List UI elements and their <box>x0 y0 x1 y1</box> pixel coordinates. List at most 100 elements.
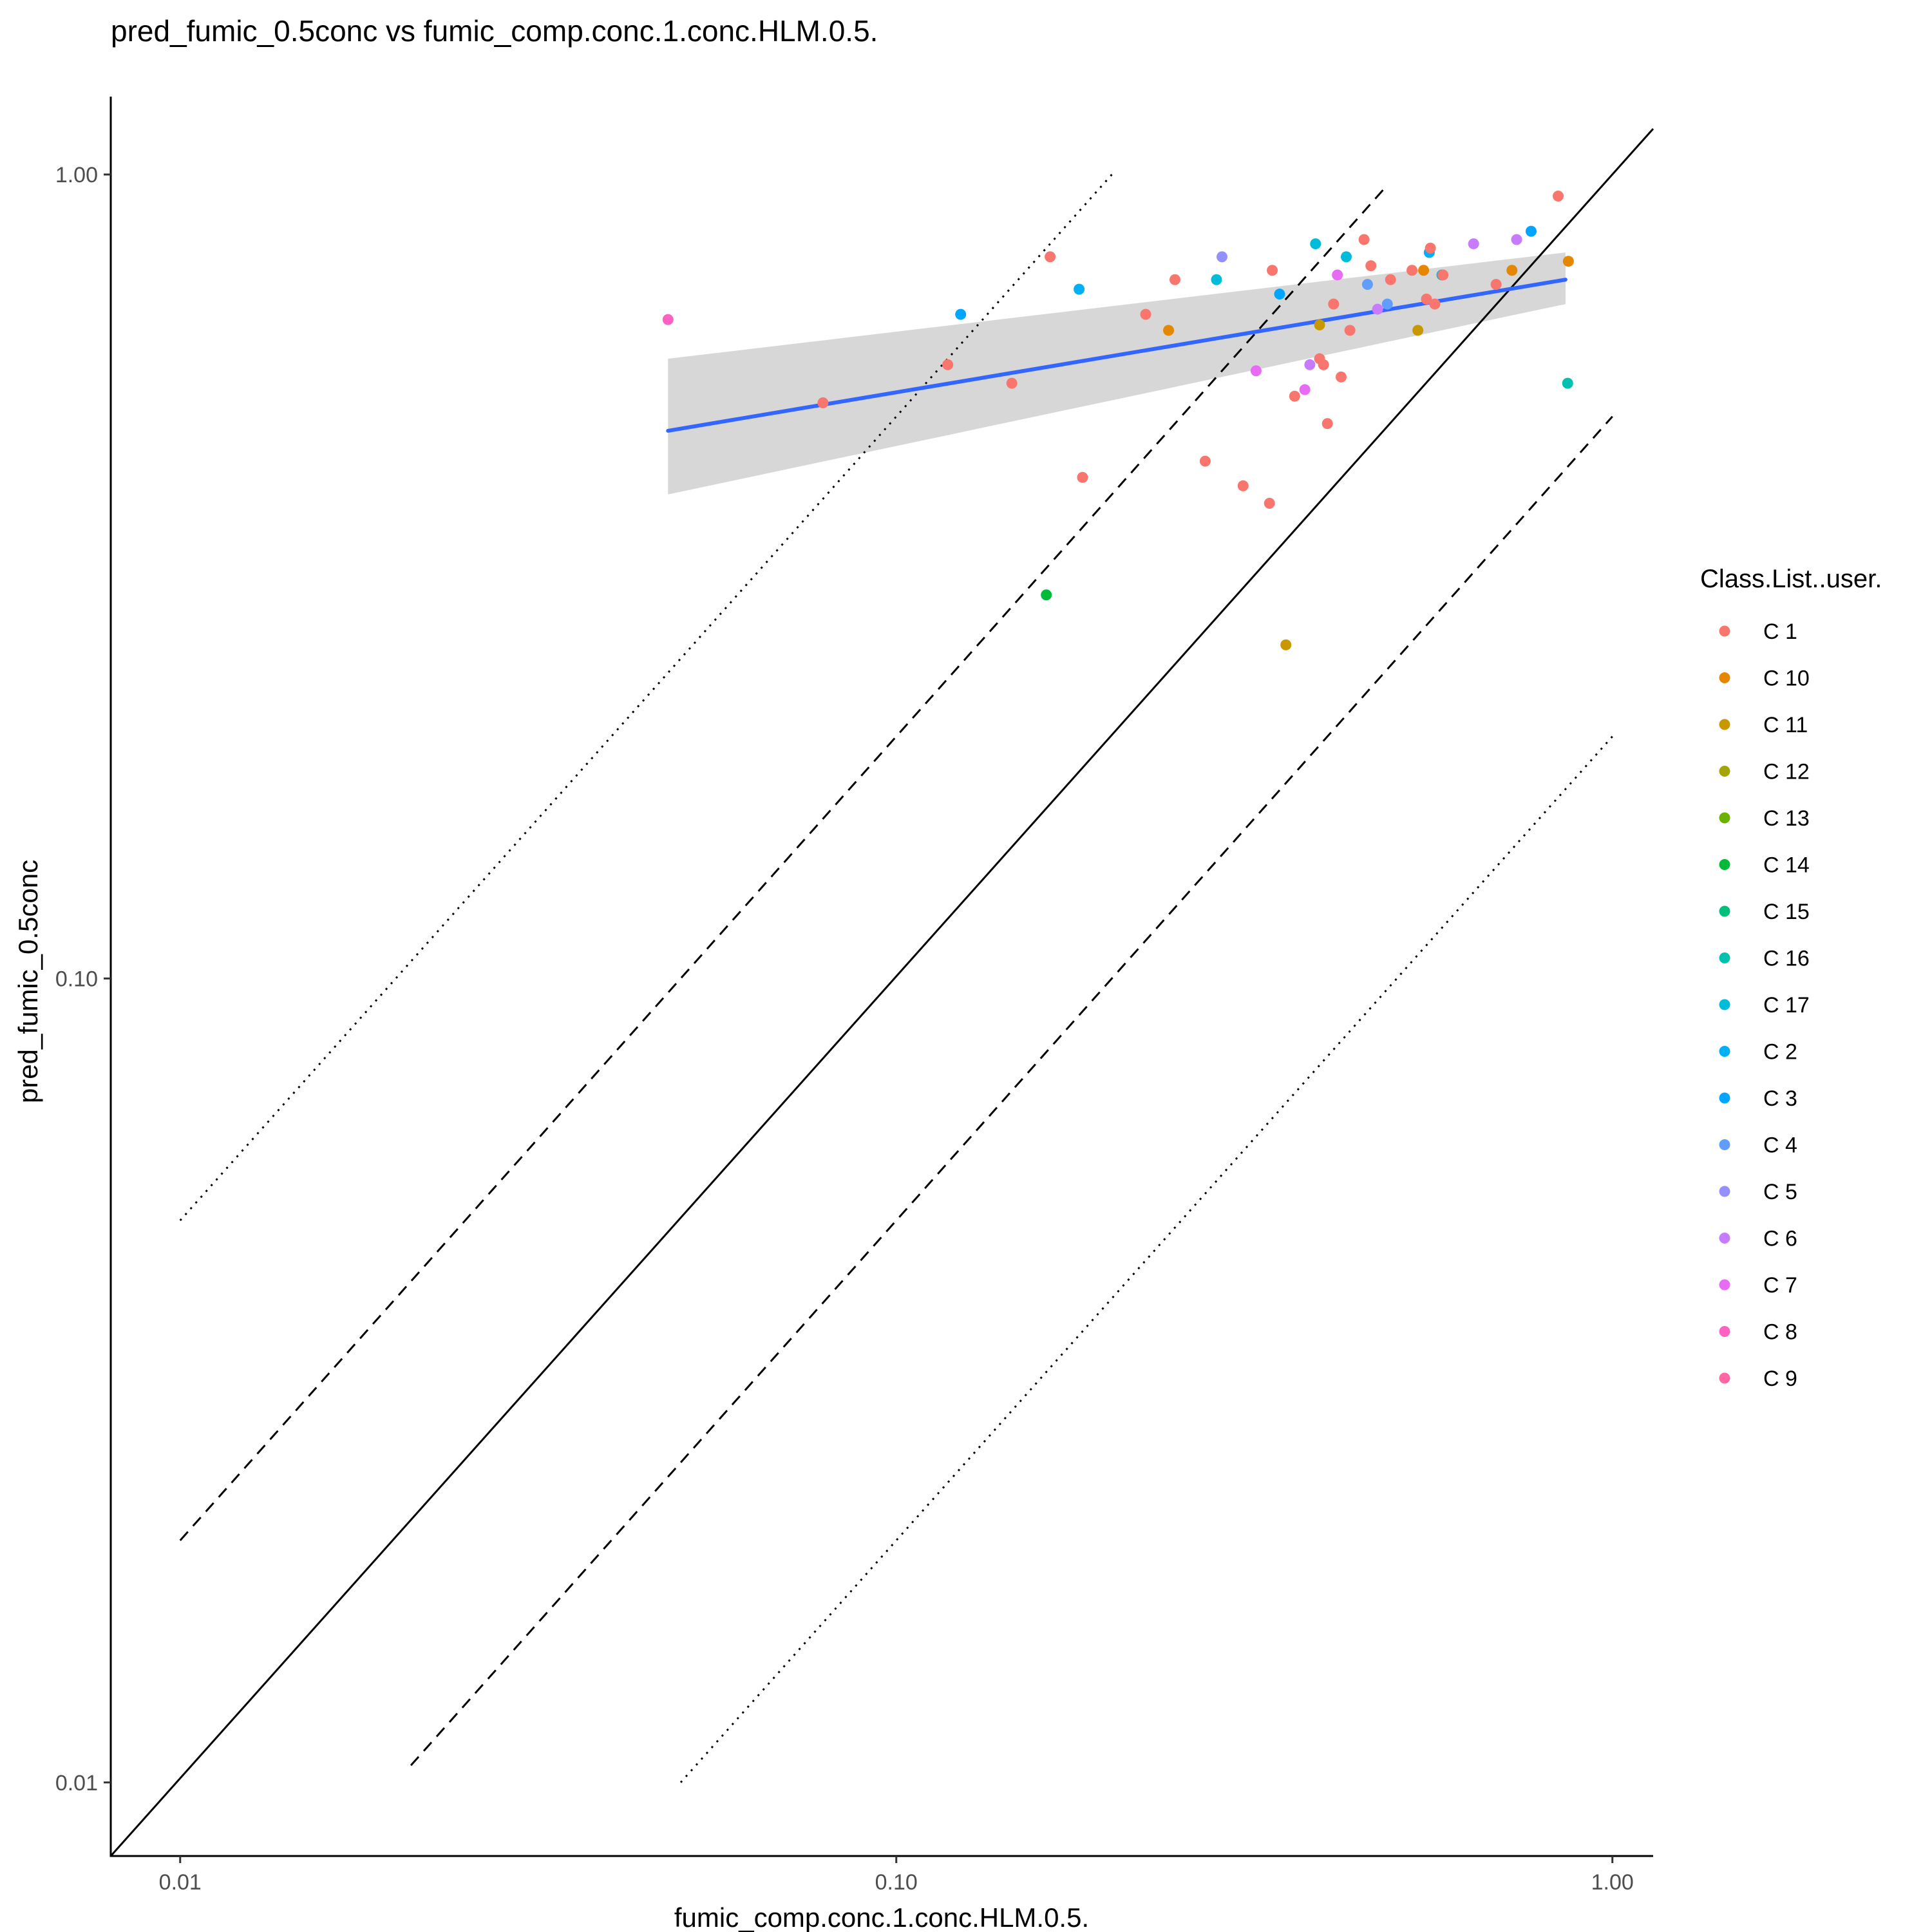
legend-label-c-6: C 6 <box>1763 1227 1797 1251</box>
point-c-2 <box>1074 283 1085 295</box>
point-c-1 <box>1335 371 1347 383</box>
y-tick-label: 0.01 <box>55 1771 98 1795</box>
point-c-10 <box>1506 265 1518 276</box>
point-c-6 <box>1468 238 1479 250</box>
point-c-6 <box>1304 359 1316 370</box>
point-c-1 <box>1169 274 1180 285</box>
point-c-17 <box>1340 251 1352 263</box>
legend-key-c-7 <box>1719 1279 1730 1291</box>
legend-key-c-5 <box>1719 1186 1730 1197</box>
legend-key-c-13 <box>1719 812 1730 824</box>
legend-key-c-10 <box>1719 672 1730 683</box>
legend-key-c-15 <box>1719 905 1730 917</box>
reference-line-5-fold-upper <box>179 173 1113 1222</box>
point-c-1 <box>1267 265 1278 276</box>
confidence-ribbon-layer <box>668 252 1566 495</box>
point-c-10 <box>1163 325 1175 336</box>
point-c-16 <box>1562 377 1573 389</box>
point-c-1 <box>1490 279 1502 290</box>
point-c-1 <box>1437 269 1449 281</box>
legend-label-c-4: C 4 <box>1763 1133 1797 1158</box>
point-c-1 <box>1237 480 1249 491</box>
point-c-1 <box>1264 497 1275 509</box>
point-c-1 <box>1328 298 1340 310</box>
legend-label-c-17: C 17 <box>1763 993 1810 1018</box>
point-c-1 <box>1406 265 1418 276</box>
point-c-1 <box>1321 418 1333 430</box>
legend-key-c-2 <box>1719 1046 1730 1057</box>
point-c-3 <box>1526 225 1537 237</box>
point-c-17 <box>1211 274 1222 285</box>
point-c-1 <box>1045 251 1056 263</box>
legend-label-c-5: C 5 <box>1763 1180 1797 1204</box>
x-tick-label: 0.10 <box>875 1870 918 1895</box>
point-c-4 <box>1381 298 1393 310</box>
point-c-1 <box>1358 234 1370 245</box>
legend-label-c-10: C 10 <box>1763 667 1810 691</box>
point-c-17 <box>1310 238 1321 250</box>
x-axis-title: fumic_comp.conc.1.conc.HLM.0.5. <box>674 1902 1089 1932</box>
point-c-1 <box>1429 298 1441 310</box>
legend-label-c-14: C 14 <box>1763 853 1810 878</box>
point-c-1 <box>1289 390 1300 402</box>
y-tick-label: 1.00 <box>55 163 98 187</box>
reference-line-2-fold-upper <box>179 188 1385 1541</box>
legend-key-c-11 <box>1719 719 1730 730</box>
point-c-1 <box>1199 455 1211 467</box>
reference-line-5-fold-lower <box>679 735 1613 1783</box>
legend-label-c-15: C 15 <box>1763 900 1810 924</box>
point-c-1 <box>1318 359 1329 370</box>
point-c-1 <box>1365 260 1377 272</box>
y-tick-label: 0.10 <box>55 967 98 991</box>
legend-label-c-7: C 7 <box>1763 1273 1797 1298</box>
confidence-band <box>668 252 1566 495</box>
legend-key-c-8 <box>1719 1326 1730 1337</box>
x-tick-label: 0.01 <box>159 1870 202 1895</box>
points-layer <box>662 191 1574 650</box>
point-c-1 <box>1421 293 1432 305</box>
legend-key-c-17 <box>1719 999 1730 1010</box>
point-c-1 <box>1140 308 1151 320</box>
point-c-10 <box>1418 265 1430 276</box>
legend-key-c-3 <box>1719 1092 1730 1104</box>
point-c-1 <box>1006 377 1018 389</box>
fit-line <box>666 278 1567 433</box>
reference-line-2-fold-lower <box>410 415 1613 1766</box>
point-c-1 <box>817 397 829 409</box>
point-c-5 <box>1217 251 1228 263</box>
point-c-1 <box>1425 242 1436 254</box>
axes-layer: 0.01 0.10 1.00 0.01 0.10 1.00 <box>55 97 1653 1895</box>
point-c-7 <box>1250 365 1262 377</box>
point-c-8 <box>662 314 674 325</box>
point-c-11 <box>1314 319 1325 331</box>
legend-key-c-4 <box>1719 1139 1730 1150</box>
point-c-6 <box>1372 303 1383 315</box>
point-c-14 <box>1041 589 1052 601</box>
legend-label-c-1: C 1 <box>1763 620 1797 644</box>
point-c-11 <box>1412 325 1424 336</box>
legend-label-c-13: C 13 <box>1763 806 1810 831</box>
legend-label-c-9: C 9 <box>1763 1367 1797 1391</box>
x-tick-label: 1.00 <box>1591 1870 1634 1895</box>
point-c-1 <box>1553 191 1564 202</box>
point-c-6 <box>1511 234 1522 245</box>
legend-label-c-12: C 12 <box>1763 760 1810 784</box>
legend-label-c-16: C 16 <box>1763 947 1810 971</box>
legend-key-c-6 <box>1719 1233 1730 1244</box>
point-c-1 <box>1385 274 1396 285</box>
legend-key-c-14 <box>1719 859 1730 870</box>
point-c-4 <box>1361 279 1373 290</box>
legend-key-c-16 <box>1719 952 1730 963</box>
legend-label-c-8: C 8 <box>1763 1320 1797 1345</box>
point-c-7 <box>1332 269 1343 281</box>
legend-label-c-11: C 11 <box>1763 713 1808 737</box>
legend-key-c-12 <box>1719 766 1730 777</box>
point-c-1 <box>1344 325 1356 336</box>
point-c-1 <box>942 359 954 370</box>
chart-title: pred_fumic_0.5conc vs fumic_comp.conc.1.… <box>111 14 878 48</box>
point-c-3 <box>1274 289 1285 300</box>
legend-key-c-1 <box>1719 625 1730 637</box>
legend-label-c-3: C 3 <box>1763 1086 1797 1111</box>
reference-line-identity <box>109 128 1654 1857</box>
